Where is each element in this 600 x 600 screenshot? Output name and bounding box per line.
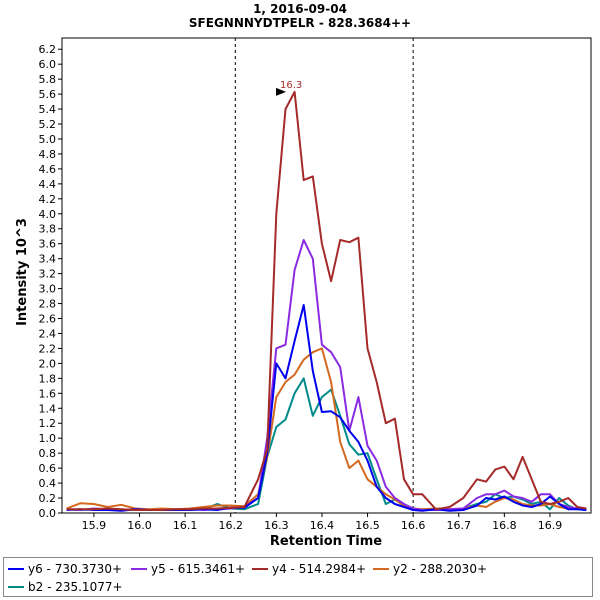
y-tick-label: 4.4 (39, 178, 57, 191)
y-tick-label: 4.0 (39, 208, 57, 221)
legend: y6 - 730.3730+ y5 - 615.3461+ y4 - 514.2… (3, 557, 593, 597)
y-tick-label: 4.2 (39, 193, 57, 206)
plot-area (61, 37, 592, 514)
x-tick-label: 16.6 (401, 519, 426, 532)
series-line-y2[interactable] (66, 347, 587, 511)
legend-item-y4[interactable]: y4 - 514.2984+ (252, 561, 366, 577)
x-tick-label: 16.7 (447, 519, 472, 532)
peak-label: 16.3 (280, 80, 302, 91)
y-tick-label: 5.2 (39, 118, 57, 131)
y-tick-label: 4.8 (39, 148, 57, 161)
y-tick-label: 5.8 (39, 73, 57, 86)
y-tick-label: 1.8 (39, 372, 57, 385)
y-tick-label: 3.6 (39, 238, 57, 251)
x-axis-label: Retention Time (270, 534, 382, 549)
y-tick-label: 2.4 (39, 327, 57, 340)
y-tick-label: 2.8 (39, 298, 57, 311)
legend-label-y2: y2 - 288.2030+ (393, 562, 488, 576)
y-tick-label: 2.2 (39, 342, 57, 355)
series-line-b2[interactable] (66, 377, 587, 511)
x-tick-label: 16.4 (310, 519, 335, 532)
legend-swatch-y5 (131, 567, 147, 570)
y-tick-label: 1.6 (39, 387, 57, 400)
x-tick-label: 16.3 (264, 519, 289, 532)
y-axis-label: Intensity 10^3 (15, 218, 30, 326)
y-tick-label: 3.0 (39, 283, 57, 296)
x-tick-label: 15.9 (82, 519, 107, 532)
y-tick-label: 3.2 (39, 268, 57, 281)
legend-label-y6: y6 - 730.3730+ (28, 562, 123, 576)
legend-label-y5: y5 - 615.3461+ (151, 562, 246, 576)
y-tick-label: 5.0 (39, 133, 57, 146)
series-line-y5[interactable] (66, 239, 587, 511)
x-tick-label: 16.8 (492, 519, 517, 532)
x-tick-label: 16.5 (355, 519, 380, 532)
y-tick-label: 5.4 (39, 103, 57, 116)
chart-svg: 0.00.20.40.60.81.01.21.41.61.82.02.22.42… (15, 37, 592, 549)
legend-item-y6[interactable]: y6 - 730.3730+ (8, 561, 122, 577)
x-tick-label: 16.0 (127, 519, 152, 532)
series-line-y4[interactable] (66, 90, 587, 511)
legend-swatch-y4 (252, 567, 268, 570)
y-tick-label: 0.4 (39, 477, 57, 490)
x-tick-label: 16.9 (538, 519, 563, 532)
y-tick-label: 6.0 (39, 58, 57, 71)
y-tick-label: 0.6 (39, 462, 57, 475)
y-tick-label: 0.8 (39, 447, 57, 460)
legend-swatch-b2 (8, 585, 24, 588)
peak-marker-icon (276, 87, 287, 96)
y-tick-label: 2.6 (39, 313, 57, 326)
x-tick-label: 16.1 (173, 519, 198, 532)
series-line-y6[interactable] (66, 304, 587, 512)
legend-label-b2: b2 - 235.1077+ (28, 580, 123, 594)
y-tick-label: 4.6 (39, 163, 57, 176)
y-tick-label: 3.4 (39, 253, 57, 266)
y-tick-label: 5.6 (39, 88, 57, 101)
y-tick-label: 1.2 (39, 417, 57, 430)
legend-label-y4: y4 - 514.2984+ (272, 562, 367, 576)
y-tick-label: 0.0 (39, 507, 57, 520)
y-tick-label: 6.2 (39, 43, 57, 56)
y-tick-label: 1.0 (39, 432, 57, 445)
legend-item-b2[interactable]: b2 - 235.1077+ (8, 579, 123, 595)
chart-subtitle: SFEGNNNYDTPELR - 828.3684++ (188, 16, 412, 30)
legend-item-y5[interactable]: y5 - 615.3461+ (131, 561, 245, 577)
y-tick-label: 1.4 (39, 402, 57, 415)
y-tick-label: 2.0 (39, 357, 57, 370)
legend-swatch-y6 (8, 567, 24, 570)
chart-title: 1, 2016-09-04 (253, 2, 347, 16)
y-tick-label: 0.2 (39, 492, 57, 505)
legend-swatch-y2 (373, 567, 389, 570)
y-tick-label: 3.8 (39, 223, 57, 236)
legend-item-y2[interactable]: y2 - 288.2030+ (373, 561, 487, 577)
x-tick-label: 16.2 (218, 519, 243, 532)
